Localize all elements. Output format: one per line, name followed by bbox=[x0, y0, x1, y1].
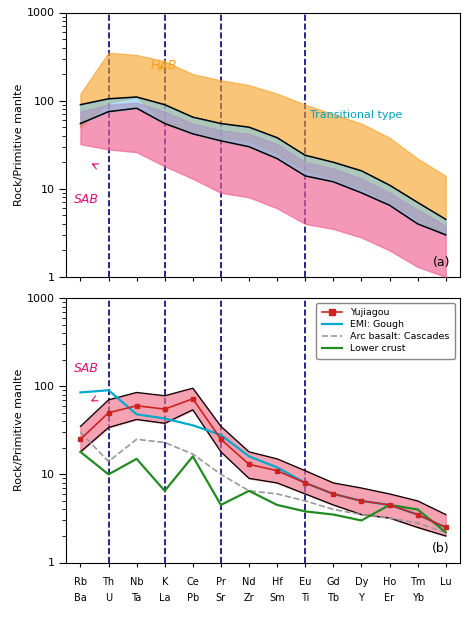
Y-axis label: Rock/Primitive manlte: Rock/Primitive manlte bbox=[14, 369, 24, 491]
Text: Lu: Lu bbox=[440, 577, 452, 587]
Text: Nb: Nb bbox=[130, 577, 144, 587]
Text: Y: Y bbox=[358, 593, 365, 603]
Text: Yb: Yb bbox=[411, 593, 424, 603]
Text: Ba: Ba bbox=[74, 593, 87, 603]
Text: (a): (a) bbox=[432, 256, 450, 269]
Text: Rb: Rb bbox=[74, 577, 87, 587]
Text: Pr: Pr bbox=[216, 577, 226, 587]
Text: U: U bbox=[105, 593, 112, 603]
Text: Er: Er bbox=[384, 593, 394, 603]
Y-axis label: Rock/Primitive manlte: Rock/Primitive manlte bbox=[14, 84, 24, 206]
Text: Pb: Pb bbox=[187, 593, 199, 603]
Text: Eu: Eu bbox=[299, 577, 311, 587]
Text: SAB: SAB bbox=[74, 362, 99, 375]
Text: Dy: Dy bbox=[355, 577, 368, 587]
Text: HAB: HAB bbox=[151, 59, 177, 72]
Text: Zr: Zr bbox=[244, 593, 255, 603]
Text: SAB: SAB bbox=[74, 193, 99, 206]
Text: Gd: Gd bbox=[327, 577, 340, 587]
Text: Ho: Ho bbox=[383, 577, 396, 587]
Text: Ti: Ti bbox=[301, 593, 310, 603]
Text: Tm: Tm bbox=[410, 577, 425, 587]
Text: (b): (b) bbox=[432, 542, 450, 554]
Text: Sr: Sr bbox=[216, 593, 226, 603]
Text: Transitional type: Transitional type bbox=[310, 110, 402, 120]
Text: Tb: Tb bbox=[327, 593, 339, 603]
Text: Hf: Hf bbox=[272, 577, 283, 587]
Text: La: La bbox=[159, 593, 171, 603]
Text: Ta: Ta bbox=[131, 593, 142, 603]
Legend: Yujiagou, EMI: Gough, Arc basalt: Cascades, Lower crust: Yujiagou, EMI: Gough, Arc basalt: Cascad… bbox=[316, 302, 455, 359]
Text: Ce: Ce bbox=[186, 577, 199, 587]
Text: Nd: Nd bbox=[242, 577, 256, 587]
Text: Sm: Sm bbox=[269, 593, 285, 603]
Text: K: K bbox=[162, 577, 168, 587]
Text: Th: Th bbox=[102, 577, 115, 587]
